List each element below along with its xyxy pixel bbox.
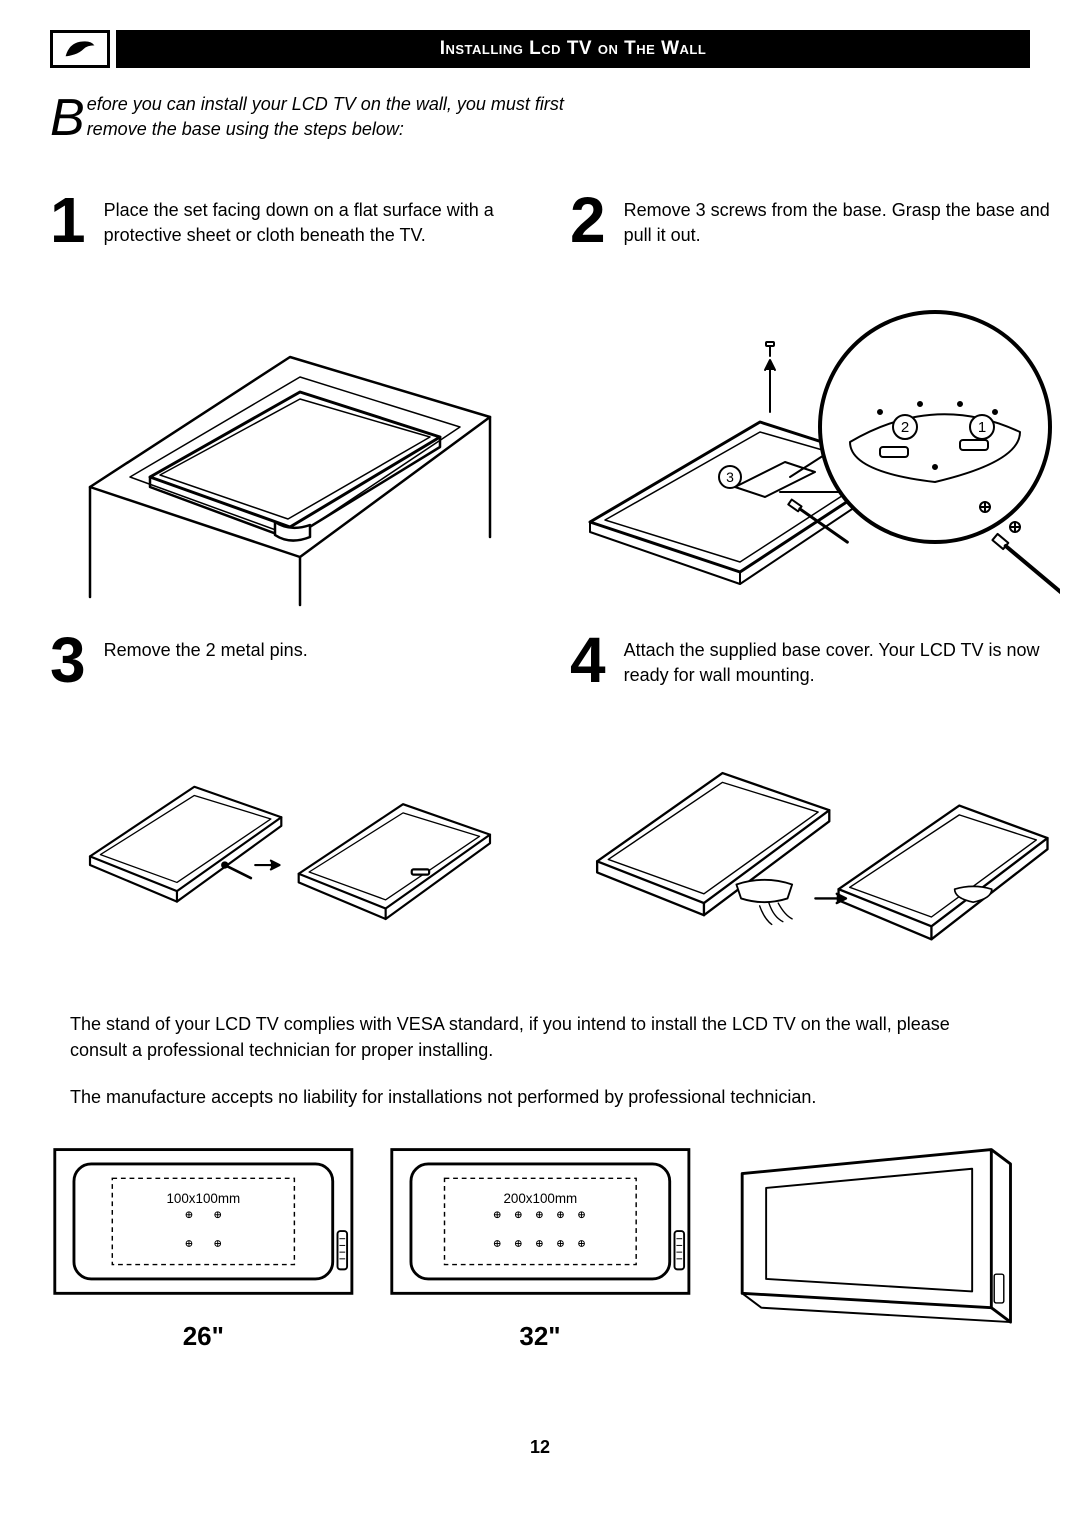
vesa-perspective — [723, 1140, 1030, 1367]
step-4: 4 Attach the supplied base cover. Your L… — [570, 632, 1070, 702]
step-1: 1 Place the set facing down on a flat su… — [50, 192, 530, 262]
vesa-26: 100x100mm 26" — [50, 1140, 357, 1367]
step-text: Attach the supplied base cover. Your LCD… — [624, 632, 1070, 687]
illustration-step-3 — [50, 722, 530, 982]
vesa-32: 200x100mm 32" — [387, 1140, 694, 1367]
svg-text:100x100mm: 100x100mm — [166, 1191, 240, 1206]
step-number: 4 — [570, 632, 606, 690]
illustration-step-1 — [50, 282, 530, 612]
note-1: The stand of your LCD TV complies with V… — [70, 1012, 1010, 1062]
illustration-step-2: 3 — [570, 282, 1070, 612]
vesa-row: 100x100mm 26" — [50, 1140, 1030, 1367]
header-icon-box — [50, 30, 110, 68]
svg-text:200x100mm: 200x100mm — [503, 1191, 577, 1206]
step-text: Remove 3 screws from the base. Grasp the… — [624, 192, 1070, 247]
illustration-step-4 — [570, 722, 1070, 982]
step-2: 2 Remove 3 screws from the base. Grasp t… — [570, 192, 1070, 262]
header-bar: Installing Lcd TV on The Wall — [50, 30, 1030, 68]
dropcap: B — [50, 92, 87, 140]
page: Installing Lcd TV on The Wall B efore yo… — [0, 0, 1080, 1498]
page-number: 12 — [50, 1437, 1030, 1458]
svg-text:2: 2 — [901, 419, 909, 436]
svg-text:3: 3 — [726, 469, 734, 485]
steps-grid: 1 Place the set facing down on a flat su… — [50, 192, 1030, 982]
step-number: 1 — [50, 192, 86, 250]
vesa-size-label: 26" — [50, 1321, 357, 1352]
vesa-size-label: 32" — [387, 1321, 694, 1352]
step-number: 2 — [570, 192, 606, 250]
step-text: Remove the 2 metal pins. — [104, 632, 308, 662]
svg-text:1: 1 — [978, 419, 986, 436]
step-number: 3 — [50, 632, 86, 690]
intro-paragraph: B efore you can install your LCD TV on t… — [50, 92, 610, 142]
tool-icon — [62, 36, 98, 62]
step-3: 3 Remove the 2 metal pins. — [50, 632, 530, 702]
notes: The stand of your LCD TV complies with V… — [50, 1012, 1030, 1110]
header-title: Installing Lcd TV on The Wall — [116, 30, 1030, 68]
intro-text: efore you can install your LCD TV on the… — [87, 94, 564, 139]
step-text: Place the set facing down on a flat surf… — [104, 192, 530, 247]
note-2: The manufacture accepts no liability for… — [70, 1085, 1010, 1110]
